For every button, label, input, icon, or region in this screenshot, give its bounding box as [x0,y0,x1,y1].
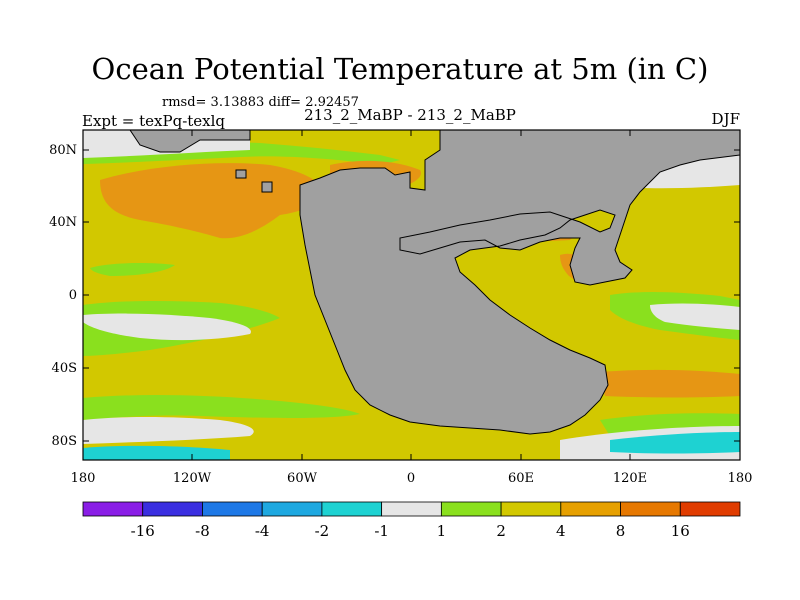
colorbar-swatch [500,501,562,517]
experiment-period: 213_2_MaBP - 213_2_MaBP [304,106,516,124]
colorbar-label: 1 [437,522,447,540]
colorbar-label: -1 [374,522,389,540]
map-field [83,130,740,460]
neutral-region-south [83,417,254,444]
lon-tick-label: 120E [613,471,647,486]
colorbar-swatch [440,501,502,517]
landmass-island-2 [235,169,247,179]
neutral-region-tropics [83,313,251,341]
lon-tick-label: 60W [287,471,318,486]
landmass-main [299,130,740,435]
colorbar-label: -8 [195,522,210,540]
latitude-axis: 80N 40N 0 40S 80S [49,143,740,449]
season-label: DJF [711,110,740,128]
colorbar-swatch [381,501,442,517]
lat-tick-label: 40N [49,215,77,230]
mild-band-south [83,395,360,420]
mild-band-north-pacific [90,263,175,276]
colorbar-swatch [560,501,621,517]
colorbar-label: 8 [616,522,626,540]
colorbar-swatch [321,501,383,517]
colorbar-swatch [261,501,323,517]
cold-region-southwest [83,445,230,460]
colorbar-swatch [142,501,203,517]
lon-tick-label: 180 [71,471,96,486]
colorbar-swatch [620,501,681,517]
colorbar-swatch [202,501,263,517]
longitude-axis: 180 120W 60W 0 60E 120E 180 [71,130,753,486]
warm-region-south-indian [600,369,740,398]
colorbar: -16 -8 -4 -2 -1 1 2 4 8 16 [82,501,741,540]
lat-tick-label: 80N [49,143,77,158]
colorbar-label: -2 [315,522,330,540]
neutral-region-indian [650,303,740,330]
plot-stats: rmsd= 3.13883 diff= 2.92457 [162,95,359,110]
lat-tick-label: 80S [52,434,77,449]
colorbar-label: 2 [496,522,506,540]
plot-title: Ocean Potential Temperature at 5m (in C) [91,52,709,86]
colorbar-swatch [679,501,741,517]
lat-tick-label: 40S [52,361,77,376]
colorbar-label: 16 [671,522,690,540]
landmass-north [129,130,251,153]
lon-tick-label: 60E [508,471,534,486]
colorbar-label: 4 [556,522,566,540]
lat-tick-label: 0 [69,288,77,303]
colorbar-label: -16 [131,522,155,540]
landmass-island [261,181,273,193]
cold-region-southeast [610,432,740,454]
lon-tick-label: 0 [407,471,415,486]
experiment-id: Expt = texPq-texlq [82,112,226,130]
colorbar-label: -4 [255,522,270,540]
lon-tick-label: 180 [728,471,753,486]
lon-tick-label: 120W [173,471,212,486]
colorbar-swatch [82,501,144,517]
